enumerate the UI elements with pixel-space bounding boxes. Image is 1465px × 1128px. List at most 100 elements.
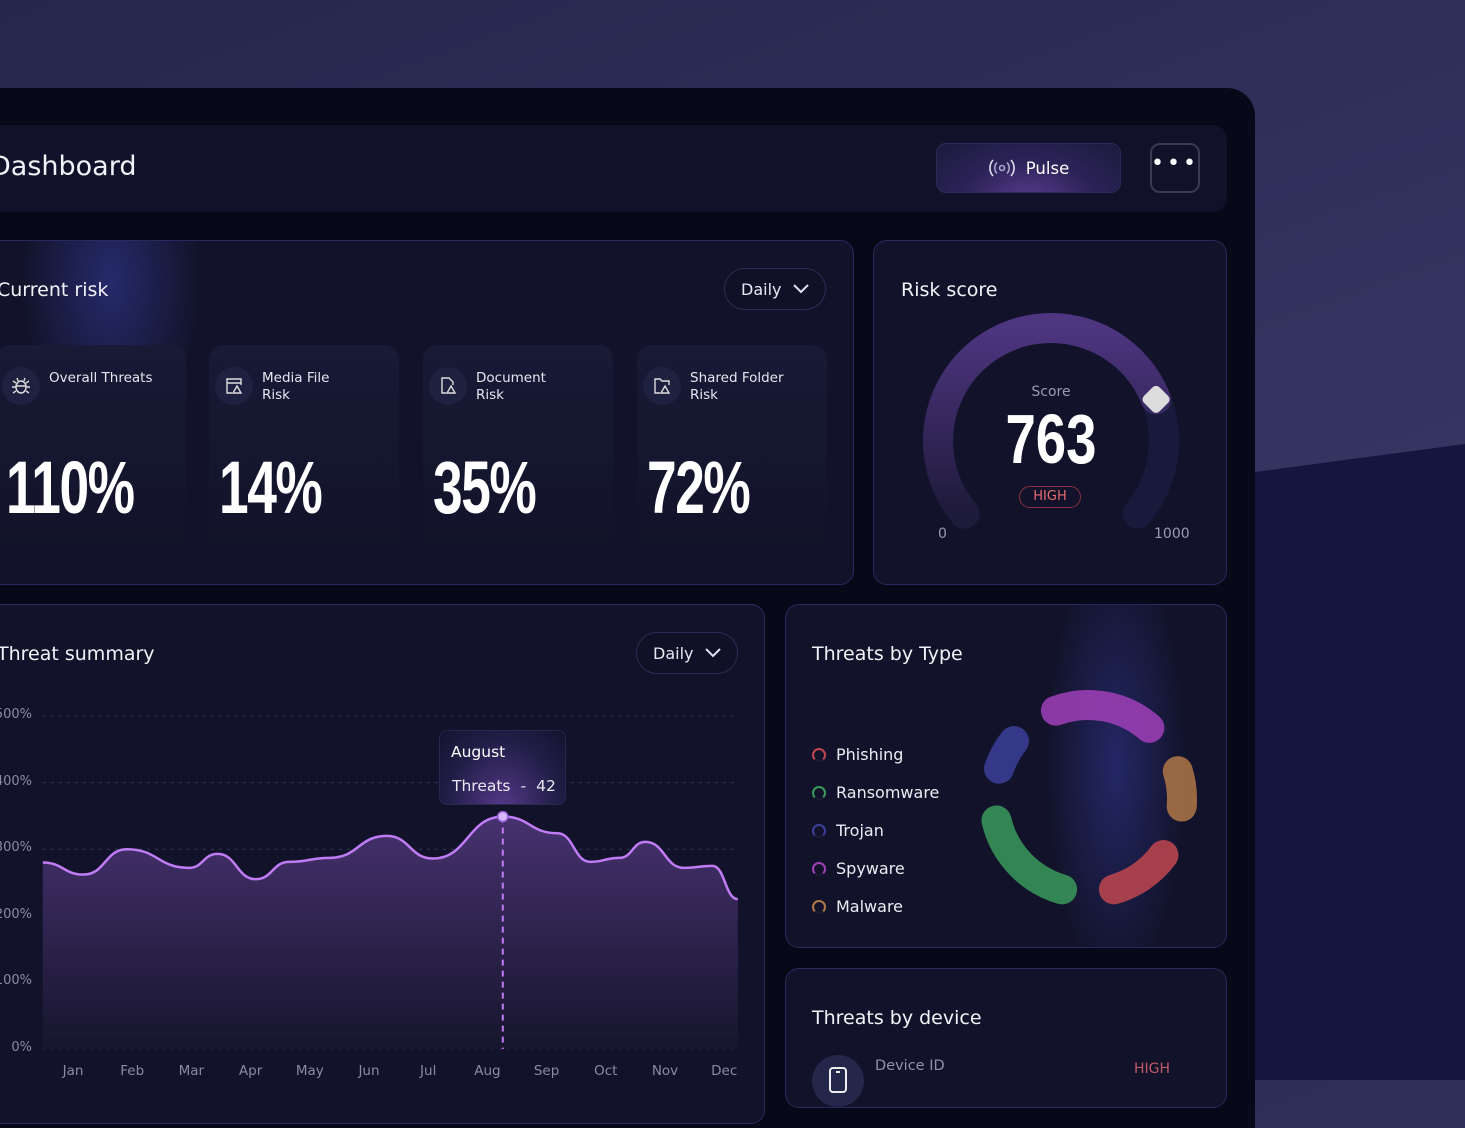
media-file-warning-icon — [215, 367, 253, 405]
gauge-knob[interactable] — [1140, 384, 1171, 415]
legend-ring-icon — [812, 747, 826, 762]
legend-label: Malware — [836, 897, 904, 916]
donut-segment-spyware[interactable] — [1040, 690, 1165, 743]
legend-ring-icon — [812, 899, 826, 914]
y-tick-label: 200% — [0, 906, 32, 922]
x-tick-label: May — [295, 1063, 324, 1079]
x-tick-label: Oct — [594, 1063, 618, 1079]
tile-label: Document Risk — [476, 370, 546, 403]
legend-label: Spyware — [836, 859, 905, 878]
threats-by-type-title: Threats by Type — [812, 643, 963, 665]
legend-ring-icon — [812, 785, 826, 800]
threats-by-device-card: Threats by device Device ID HIGH — [785, 968, 1227, 1108]
chevron-down-icon — [793, 284, 810, 294]
donut-segment-phishing[interactable] — [1098, 840, 1179, 905]
x-tick-label: Jun — [358, 1063, 380, 1079]
tooltip-value: 42 — [536, 777, 556, 795]
x-tick-label: Sep — [533, 1063, 560, 1079]
donut-segment-trojan[interactable] — [984, 726, 1029, 784]
threats-by-device-title: Threats by device — [812, 1007, 982, 1029]
tooltip-month: August — [451, 743, 506, 761]
x-tick-label: Jan — [62, 1063, 84, 1079]
x-tick-label: Dec — [711, 1063, 738, 1079]
folder-warning-icon — [643, 367, 681, 405]
gauge-fill — [923, 313, 1172, 529]
bug-icon — [2, 367, 40, 405]
x-tick-label: Feb — [120, 1063, 145, 1079]
broadcast-icon — [988, 159, 1015, 177]
threat-area-chart — [42, 715, 739, 1050]
y-tick-label: 100% — [0, 973, 32, 989]
threat-summary-period-dropdown[interactable]: Daily — [636, 632, 739, 674]
area-fill — [42, 816, 738, 1049]
legend-label: Ransomware — [836, 783, 940, 802]
score-caption: Score — [1031, 384, 1071, 400]
device-id-label: Device ID — [875, 1058, 945, 1074]
risk-tile-media-file[interactable]: Media File Risk 14% — [209, 345, 399, 555]
risk-tile-document[interactable]: Document Risk 35% — [423, 345, 613, 555]
x-tick-label: Nov — [651, 1063, 679, 1079]
legend-label: Phishing — [836, 745, 904, 764]
y-tick-label: 0% — [11, 1040, 32, 1055]
highlight-point[interactable] — [497, 810, 509, 823]
y-tick-label: 300% — [0, 840, 32, 856]
legend-ring-icon — [812, 823, 826, 838]
x-tick-label: Apr — [238, 1063, 263, 1079]
device-avatar — [812, 1055, 864, 1107]
more-horizontal-icon: ••• — [1151, 151, 1199, 176]
phone-icon — [829, 1067, 847, 1093]
tile-label: Overall Threats — [49, 370, 153, 386]
threat-summary-title: Threat summary — [0, 643, 155, 665]
risk-score-card: Risk score Score 763 HIGH 0 1000 — [873, 240, 1227, 585]
risk-tile-shared-folder[interactable]: Shared Folder Risk 72% — [637, 345, 827, 555]
device-risk-level: HIGH — [1134, 1061, 1171, 1077]
gauge-min-label: 0 — [938, 526, 947, 542]
threat-type-donut — [981, 690, 1197, 905]
legend-label: Trojan — [836, 821, 884, 840]
period-label: Daily — [653, 643, 694, 663]
page-title: Dashboard — [0, 151, 137, 182]
legend-item-malware[interactable]: Malware — [812, 897, 903, 916]
x-tick-label: Mar — [178, 1063, 205, 1079]
y-tick-label: 500% — [0, 707, 32, 722]
tooltip-value-row: Threats - 42 — [452, 777, 556, 795]
pulse-label: Pulse — [1025, 158, 1070, 178]
tile-value: 110% — [6, 446, 135, 529]
tile-value: 14% — [219, 446, 323, 529]
current-risk-title: Current risk — [0, 279, 109, 301]
current-risk-period-dropdown[interactable]: Daily — [724, 268, 827, 310]
series-line — [42, 815, 739, 901]
more-button[interactable]: ••• — [1150, 143, 1200, 193]
tile-label: Media File Risk — [262, 370, 330, 403]
threats-by-type-card: Threats by Type Phishing Ransomware Trojan… — [785, 604, 1227, 948]
legend-item-trojan[interactable]: Trojan — [812, 821, 884, 840]
chart-tooltip: August Threats - 42 — [439, 730, 566, 805]
donut-segment-ransomware[interactable] — [981, 805, 1078, 905]
header-bar: Dashboard Pulse ••• — [0, 125, 1227, 212]
legend-item-spyware[interactable]: Spyware — [812, 859, 905, 878]
risk-score-title: Risk score — [901, 279, 998, 301]
tile-label: Shared Folder Risk — [690, 370, 784, 403]
risk-level-badge: HIGH — [1019, 486, 1081, 508]
tooltip-separator: - — [520, 777, 527, 795]
tile-value: 35% — [433, 446, 537, 529]
legend-item-ransomware[interactable]: Ransomware — [812, 783, 939, 802]
chevron-down-icon — [705, 648, 722, 658]
legend-item-phishing[interactable]: Phishing — [812, 745, 903, 764]
x-tick-label: Jul — [420, 1063, 437, 1079]
donut-segment-malware[interactable] — [1162, 756, 1197, 822]
tooltip-label: Threats — [452, 777, 511, 795]
x-tick-label: Aug — [474, 1063, 501, 1079]
legend-ring-icon — [812, 861, 826, 876]
y-tick-label: 400% — [0, 773, 32, 789]
pulse-button[interactable]: Pulse — [936, 143, 1121, 193]
background-shape — [1255, 444, 1465, 1080]
document-warning-icon — [429, 367, 467, 405]
tile-value: 72% — [647, 446, 751, 529]
gauge-max-label: 1000 — [1154, 526, 1190, 542]
score-value: 763 — [1005, 400, 1097, 478]
risk-tile-overall-threats[interactable]: Overall Threats 110% — [0, 345, 186, 555]
period-label: Daily — [741, 279, 782, 299]
current-risk-card: Current risk Daily Overall Threats 110% … — [0, 240, 854, 585]
risk-gauge — [923, 313, 1179, 529]
